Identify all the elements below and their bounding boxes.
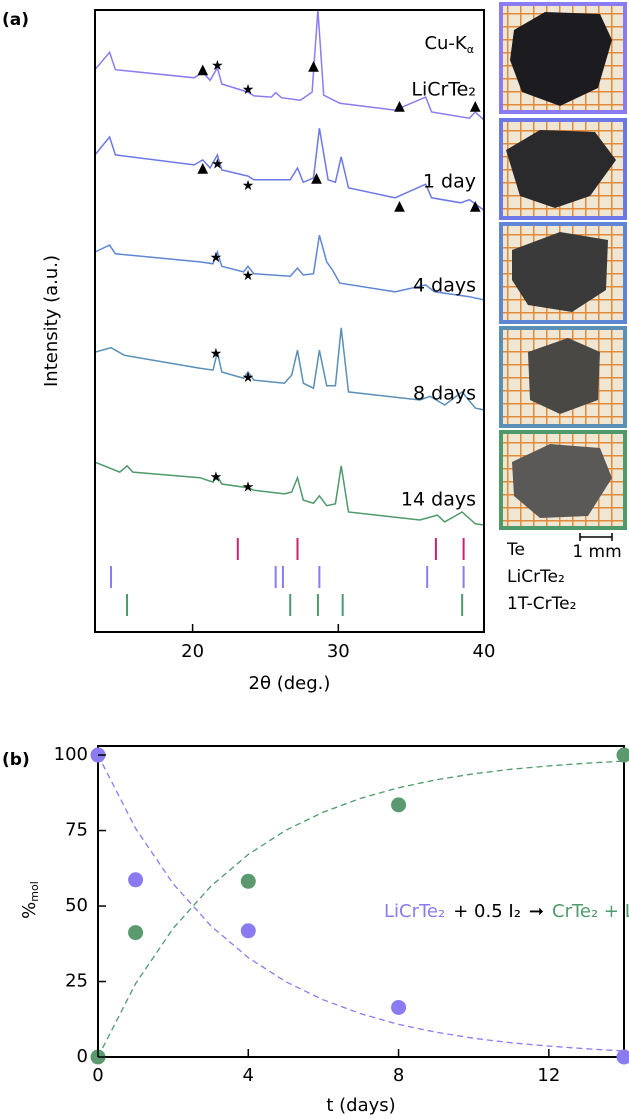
x-tick-label: 40 bbox=[473, 641, 496, 662]
y-axis-label: Intensity (a.u.) bbox=[41, 255, 62, 387]
peak-marker: ▲ bbox=[197, 160, 208, 176]
data-point bbox=[616, 747, 629, 763]
xrd-trace bbox=[94, 235, 485, 301]
peak-marker: ★ bbox=[210, 470, 223, 486]
series-label: 1 day bbox=[423, 171, 476, 193]
equation-part: ➞ bbox=[529, 901, 544, 922]
equation-part: LiCrTe₂ bbox=[384, 901, 445, 922]
y-tick-label: 50 bbox=[65, 895, 88, 916]
peak-marker: ★ bbox=[210, 346, 223, 362]
peak-marker: ▲ bbox=[308, 58, 319, 74]
peak-marker: ★ bbox=[242, 82, 255, 98]
xrd-trace bbox=[94, 461, 485, 526]
data-point bbox=[240, 923, 256, 939]
panel-label: (a) bbox=[2, 10, 29, 30]
peak-marker: ▲ bbox=[470, 98, 481, 114]
y-tick-label: 100 bbox=[54, 744, 88, 765]
xrd-trace bbox=[94, 128, 485, 211]
xrd-trace bbox=[94, 9, 485, 121]
x-tick-label: 8 bbox=[393, 1065, 404, 1086]
reference-label: LiCrTe₂ bbox=[507, 567, 565, 587]
peak-marker: ★ bbox=[242, 178, 255, 194]
peak-marker: ▲ bbox=[311, 170, 322, 186]
crystal bbox=[512, 232, 608, 312]
crystal bbox=[528, 338, 600, 414]
photos bbox=[499, 2, 627, 530]
data-point bbox=[391, 999, 407, 1015]
series-label: 14 days bbox=[401, 489, 476, 511]
y-tick-label: 75 bbox=[65, 820, 88, 841]
peak-marker: ▲ bbox=[394, 98, 405, 114]
x-axis-label: 2θ (deg.) bbox=[249, 673, 331, 694]
radiation-note: Cu-Kα bbox=[424, 33, 474, 56]
x-tick-label: 12 bbox=[537, 1065, 560, 1086]
equation-part: + 0.5 I₂ bbox=[453, 901, 521, 922]
x-axis-label: t (days) bbox=[326, 1095, 395, 1116]
series-label: LiCrTe₂ bbox=[411, 79, 476, 101]
y-tick-label: 0 bbox=[77, 1046, 88, 1067]
x-tick-label: 4 bbox=[243, 1065, 254, 1086]
crystal bbox=[510, 12, 612, 106]
data-point bbox=[128, 925, 144, 941]
note-sub: α bbox=[467, 43, 474, 56]
peak-marker: ★ bbox=[242, 480, 255, 496]
data-point bbox=[128, 872, 144, 888]
x-tick-label: 30 bbox=[327, 641, 350, 662]
scale-bar-label: 1 mm bbox=[572, 542, 621, 562]
series-label: 8 days bbox=[413, 383, 476, 405]
y-label-main: % bbox=[19, 902, 40, 919]
crystal bbox=[506, 130, 616, 208]
peak-marker: ▲ bbox=[394, 198, 405, 214]
peak-marker: ▲ bbox=[197, 62, 208, 78]
peak-marker: ★ bbox=[211, 58, 224, 74]
peak-marker: ★ bbox=[242, 268, 255, 284]
note-main: Cu-K bbox=[424, 33, 467, 54]
y-tick-label: 25 bbox=[65, 971, 88, 992]
panel-label: (b) bbox=[2, 750, 30, 770]
peak-marker: ★ bbox=[242, 370, 255, 386]
x-tick-label: 20 bbox=[181, 641, 204, 662]
data-point bbox=[616, 1049, 629, 1065]
equation-part: CrTe₂ + LiI bbox=[552, 901, 629, 922]
peak-marker: ▲ bbox=[470, 198, 481, 214]
xrd-trace bbox=[94, 327, 485, 411]
reference-label: 1T-CrTe₂ bbox=[507, 594, 576, 614]
fit-curve bbox=[97, 760, 625, 1058]
plot-frame bbox=[97, 745, 625, 1058]
data-point bbox=[391, 797, 407, 813]
fit-curve bbox=[97, 754, 625, 1052]
y-axis-label: %mol bbox=[19, 881, 41, 919]
series-label: 4 days bbox=[413, 275, 476, 297]
y-label-sub: mol bbox=[28, 881, 41, 902]
crystal bbox=[512, 444, 612, 518]
peak-marker: ★ bbox=[211, 156, 224, 172]
reaction-equation: LiCrTe₂ + 0.5 I₂ ➞ CrTe₂ + LiI bbox=[384, 901, 629, 922]
plot-frame bbox=[94, 9, 485, 633]
x-tick-label: 0 bbox=[92, 1065, 103, 1086]
reference-label: Te bbox=[506, 540, 525, 560]
peak-marker: ★ bbox=[210, 250, 223, 266]
data-point bbox=[240, 873, 256, 889]
